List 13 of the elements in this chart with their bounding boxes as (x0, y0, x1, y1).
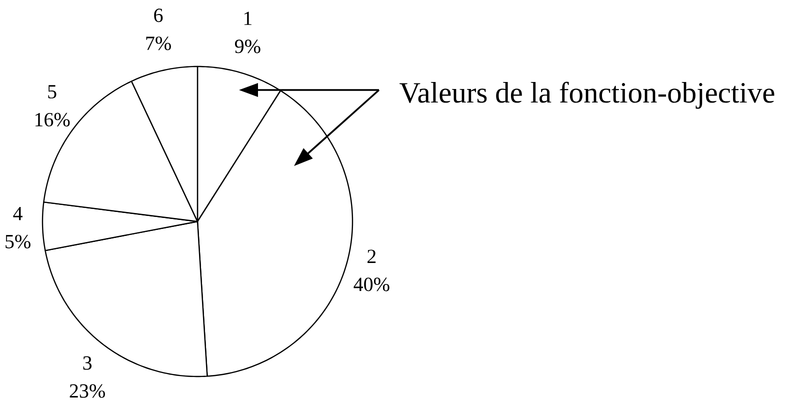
slice-label: 4 (13, 206, 22, 220)
slice-label: 5 (48, 85, 56, 98)
data-label: 7% (146, 36, 171, 50)
slice-label: 1 (244, 12, 252, 25)
data-label: 5% (6, 234, 30, 248)
data-label: 23% (70, 384, 105, 398)
data-label: 9% (234, 40, 260, 54)
data-label: 40% (354, 278, 390, 292)
data-label: 16% (35, 112, 70, 126)
text: Valeurs de la fonction-objective (400, 82, 774, 109)
slice-label: 2 (368, 250, 376, 263)
slice-label: 3 (83, 356, 92, 370)
slice-label: 6 (154, 8, 163, 22)
